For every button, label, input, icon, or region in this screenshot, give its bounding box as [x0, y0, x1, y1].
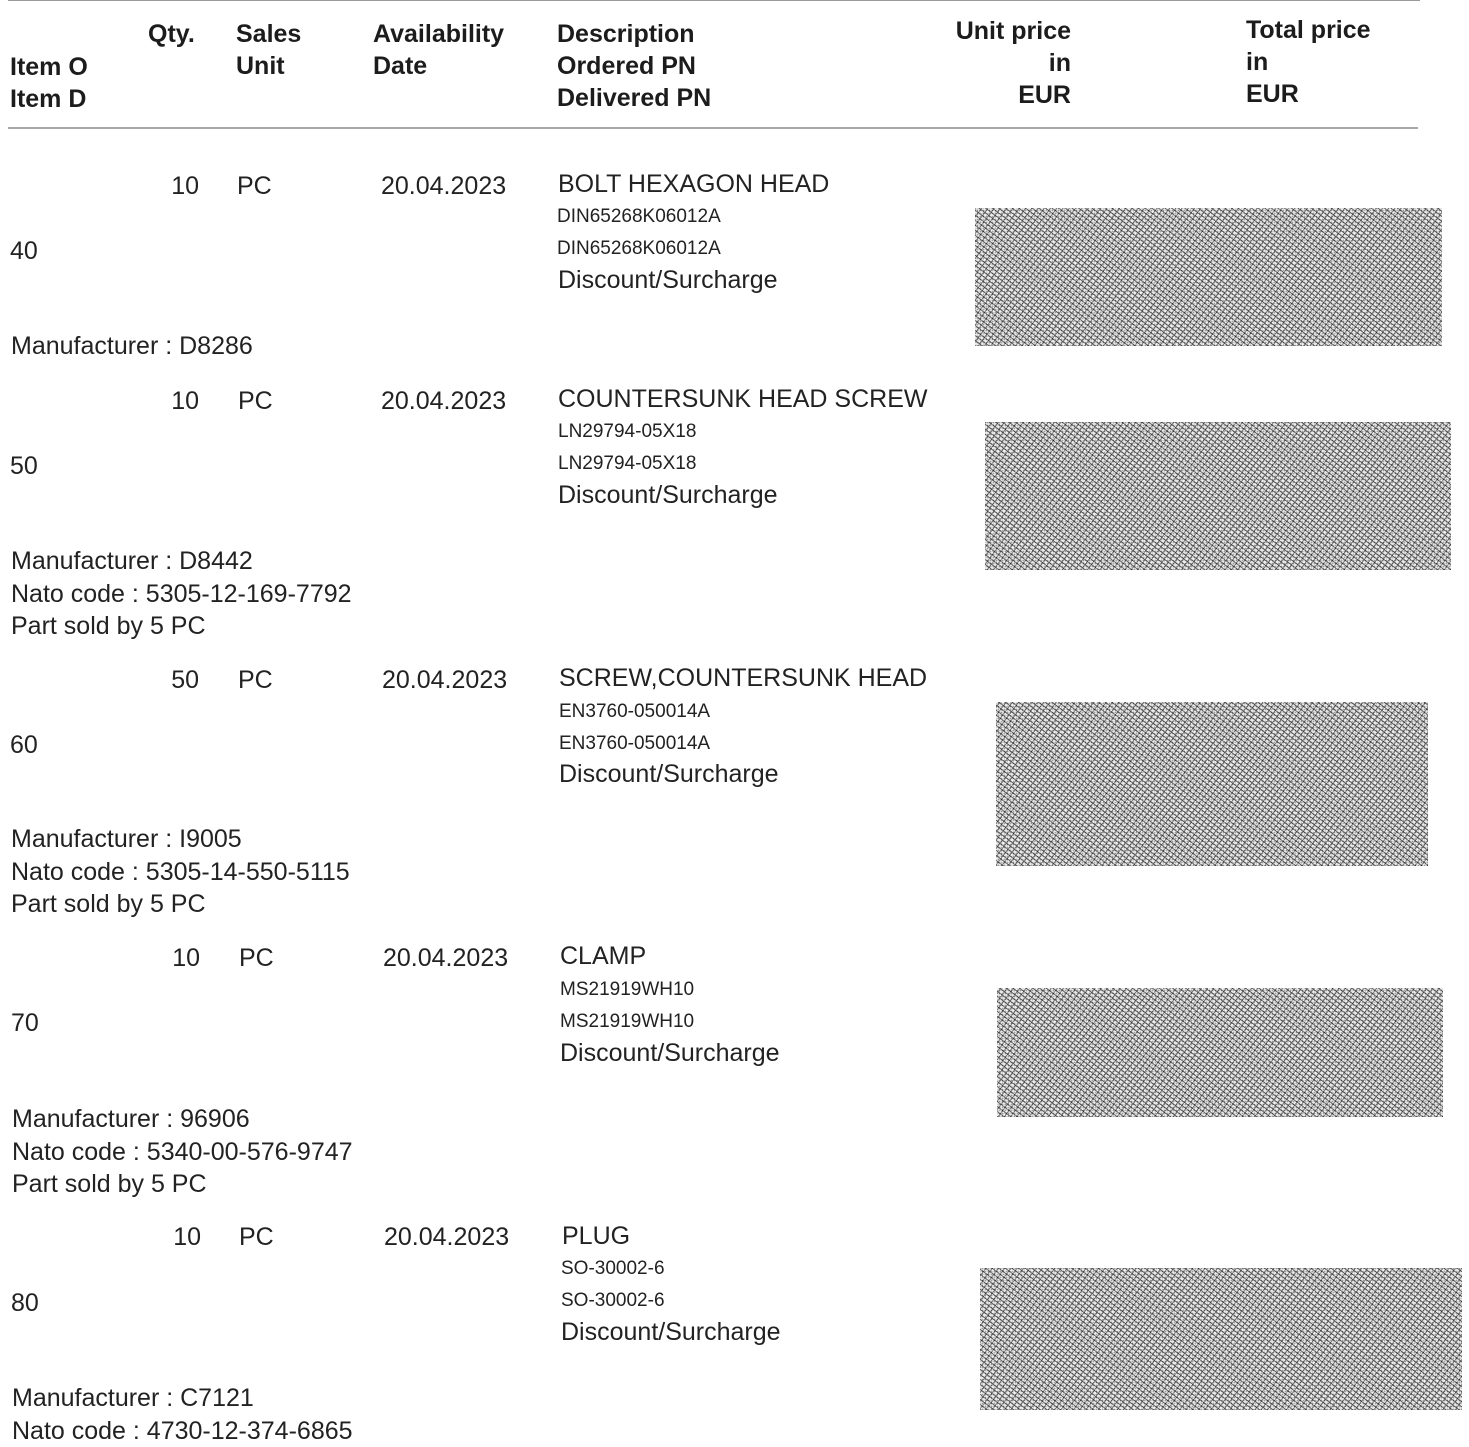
item-qty: 10 [142, 1222, 201, 1252]
item-delivered-pn: DIN65268K06012A [557, 233, 721, 265]
item-discount-label: Discount/Surcharge [559, 759, 779, 789]
item-qty: 10 [140, 171, 199, 201]
item-date: 20.04.2023 [383, 943, 508, 973]
header-rule [8, 127, 1418, 129]
header-unit-price: Unit price in EUR [900, 15, 1071, 111]
nato-code-note: Nato code : 5305-12-169-7792 [11, 578, 352, 611]
header-total-price: Total price in EUR [1246, 14, 1371, 110]
nato-code-note: Nato code : 4730-12-374-6865 [12, 1415, 353, 1447]
item-date: 20.04.2023 [382, 665, 507, 695]
sold-by-note: Part sold by 5 PC [11, 610, 352, 643]
item-ordered-pn: DIN65268K06012A [557, 201, 721, 233]
item-date: 20.04.2023 [381, 386, 506, 416]
item-discount-label: Discount/Surcharge [561, 1317, 781, 1347]
item-description: BOLT HEXAGON HEAD [558, 169, 829, 199]
manufacturer-note: Manufacturer : I9005 [11, 823, 350, 856]
item-discount-label: Discount/Surcharge [560, 1038, 780, 1068]
item-number: 50 [10, 451, 38, 481]
manufacturer-note: Manufacturer : D8442 [11, 545, 352, 578]
item-ordered-pn: LN29794-05X18 [558, 416, 696, 448]
header-sales: Sales [236, 18, 301, 50]
item-date: 20.04.2023 [384, 1222, 509, 1252]
manufacturer-note: Manufacturer : C7121 [12, 1382, 353, 1415]
manufacturer-note: Manufacturer : D8286 [11, 330, 253, 363]
header-description-label: Description [557, 18, 711, 50]
item-delivered-pn: MS21919WH10 [560, 1006, 694, 1038]
item-description: SCREW,COUNTERSUNK HEAD [559, 663, 927, 693]
item-description: PLUG [562, 1221, 630, 1251]
redacted-price [985, 422, 1451, 570]
redacted-price [980, 1268, 1462, 1410]
redacted-price [997, 988, 1443, 1117]
redacted-price [975, 208, 1442, 346]
item-number: 70 [11, 1008, 39, 1038]
header-item: Item O Item D [10, 51, 88, 115]
manufacturer-note: Manufacturer : 96906 [12, 1103, 353, 1136]
header-total-price-currency: EUR [1246, 78, 1371, 110]
item-ordered-pn: SO-30002-6 [561, 1253, 665, 1285]
item-number: 80 [11, 1288, 39, 1318]
item-unit: PC [237, 171, 272, 201]
item-number: 40 [10, 236, 38, 266]
top-rule [8, 0, 1420, 1]
header-unit-price-in: in [900, 47, 1071, 79]
redacted-price [996, 702, 1428, 866]
item-delivered-pn: LN29794-05X18 [558, 448, 696, 480]
item-description: CLAMP [560, 941, 646, 971]
item-unit: PC [239, 943, 274, 973]
nato-code-note: Nato code : 5305-14-550-5115 [11, 856, 350, 889]
item-notes: Manufacturer : I9005 Nato code : 5305-14… [11, 823, 350, 921]
header-date: Date [373, 50, 504, 82]
nato-code-note: Nato code : 5340-00-576-9747 [12, 1136, 353, 1169]
item-qty: 50 [140, 665, 199, 695]
item-number: 60 [10, 730, 38, 760]
header-item-o: Item O [10, 51, 88, 83]
item-ordered-pn: MS21919WH10 [560, 974, 694, 1006]
header-ordered-pn: Ordered PN [557, 50, 711, 82]
item-ordered-pn: EN3760-050014A [559, 696, 710, 728]
item-discount-label: Discount/Surcharge [558, 265, 778, 295]
item-notes: Manufacturer : D8442 Nato code : 5305-12… [11, 545, 352, 643]
item-notes: Manufacturer : 96906 Nato code : 5340-00… [12, 1103, 353, 1201]
header-sales-unit: Sales Unit [236, 18, 301, 82]
item-unit: PC [238, 665, 273, 695]
header-total-price-in: in [1246, 46, 1371, 78]
item-date: 20.04.2023 [381, 171, 506, 201]
item-qty: 10 [140, 386, 199, 416]
item-delivered-pn: EN3760-050014A [559, 728, 710, 760]
header-availability-date: Availability Date [373, 18, 504, 82]
item-unit: PC [238, 386, 273, 416]
header-unit-price-currency: EUR [900, 79, 1071, 111]
header-total-price-label: Total price [1246, 14, 1371, 46]
header-delivered-pn: Delivered PN [557, 82, 711, 114]
header-item-d: Item D [10, 83, 88, 115]
item-unit: PC [239, 1222, 274, 1252]
item-notes: Manufacturer : D8286 [11, 330, 253, 363]
header-unit-price-label: Unit price [900, 15, 1071, 47]
sold-by-note: Part sold by 5 PC [12, 1168, 353, 1201]
header-availability: Availability [373, 18, 504, 50]
item-delivered-pn: SO-30002-6 [561, 1285, 665, 1317]
header-description: Description Ordered PN Delivered PN [557, 18, 711, 114]
item-discount-label: Discount/Surcharge [558, 480, 778, 510]
header-qty: Qty. [148, 18, 195, 50]
header-unit: Unit [236, 50, 301, 82]
item-notes: Manufacturer : C7121 Nato code : 4730-12… [12, 1382, 353, 1447]
item-description: COUNTERSUNK HEAD SCREW [558, 384, 927, 414]
item-qty: 10 [141, 943, 200, 973]
sold-by-note: Part sold by 5 PC [11, 888, 350, 921]
